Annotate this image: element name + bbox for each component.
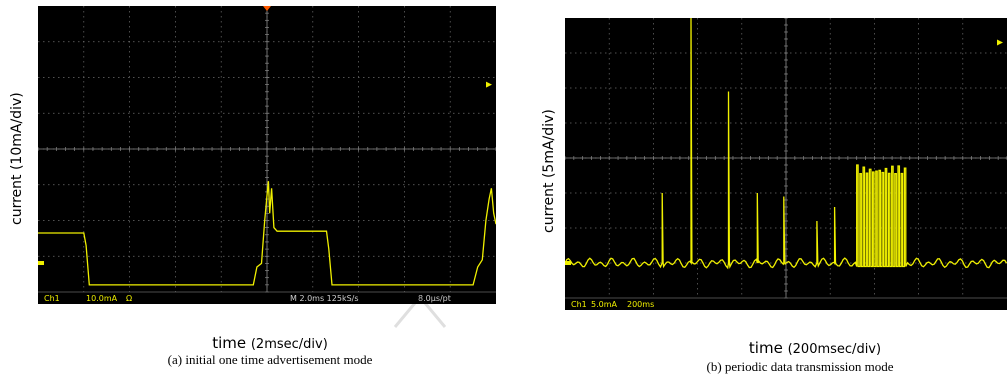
status-channel: Ch1 [571,300,587,309]
xlabel-b: time (200msec/div) [700,339,930,357]
status-ohm: Ω [126,294,132,303]
trigger-position-marker [263,6,271,11]
xlabel-a-unit: (2msec/div) [250,337,328,352]
watermark-shape [393,294,447,328]
trigger-level-marker [486,81,492,88]
status-scale: 5.0mA [591,300,618,309]
xlabel-b-unit: (200msec/div) [787,342,882,357]
caption-b: (b) periodic data transmission mode [706,359,894,374]
ylabel-a: current (10mA/div) [9,92,25,225]
xlabel-b-text: time [748,339,783,357]
oscilloscope-a: Ch1 10.0mA Ω M 2.0ms 125kS/s 8.0μs/pt [38,6,496,304]
xlabel-a: time (2msec/div) [160,334,380,352]
series-trace [38,181,496,286]
trigger-level-marker [997,39,1003,46]
status-resolution: 8.0μs/pt [418,294,451,303]
status-scale: 10.0mA [86,294,118,303]
xlabel-a-text: time [212,334,247,352]
status-timebase: M 2.0ms 125kS/s [290,294,359,303]
status-timebase: 200ms [627,300,654,309]
grid [38,6,496,293]
grid [565,18,1007,299]
status-channel: Ch1 [44,294,60,303]
caption-a: (a) initial one time advertisement mode [167,352,373,367]
ground-marker [38,261,44,266]
oscilloscope-b: Ch1 5.0mA 200ms [565,18,1007,310]
series-trace [565,18,1007,270]
ylabel-b: current (5mA/div) [541,109,557,233]
ground-marker [565,261,571,265]
